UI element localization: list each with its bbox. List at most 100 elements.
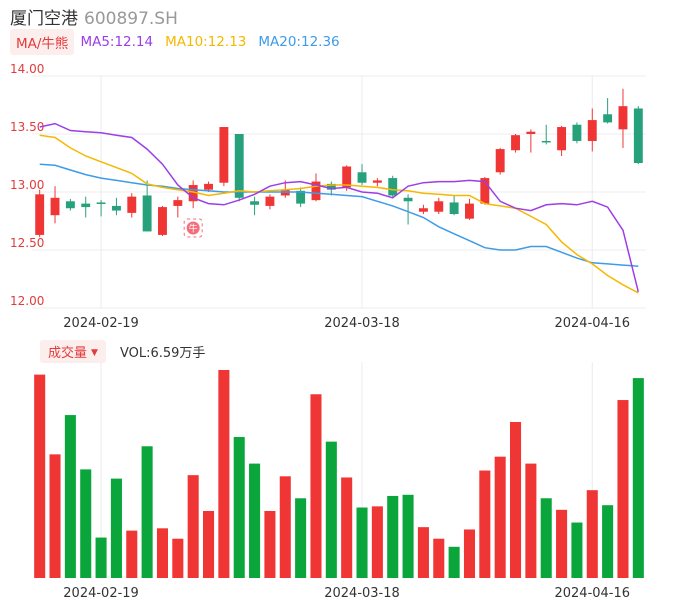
volume-bar <box>80 469 92 578</box>
candle-body <box>465 203 474 219</box>
candle-body <box>204 183 213 190</box>
volume-bar <box>371 506 383 578</box>
ma10-label: MA10:12.13 <box>165 34 247 50</box>
volume-bar <box>95 537 107 578</box>
volume-bar <box>525 463 537 578</box>
volume-bar <box>325 441 337 578</box>
candle-body <box>265 196 275 206</box>
ma-legend: MA/牛熊 MA5:12.14 MA10:12.13 MA20:12.36 <box>10 29 352 55</box>
volume-bar <box>233 437 245 578</box>
volume-bar <box>448 546 460 578</box>
candle-body <box>480 178 490 204</box>
y-tick-label: 13.50 <box>10 120 44 134</box>
candle-body <box>633 108 643 163</box>
candle-body <box>311 181 321 201</box>
candle-body <box>173 200 183 206</box>
x-tick-label: 2024-03-18 <box>324 316 400 331</box>
x-tick-label: 2024-04-16 <box>554 586 630 601</box>
candle-body <box>403 197 413 202</box>
volume-bar <box>509 422 522 578</box>
candle-body <box>511 135 520 151</box>
candle-body <box>618 106 628 130</box>
volume-bar <box>556 509 568 578</box>
candle-body <box>158 207 167 235</box>
volume-bar <box>279 476 291 578</box>
y-tick-label: 14.00 <box>10 62 44 76</box>
bull-badge-icon <box>186 221 200 235</box>
candle-body <box>188 185 198 202</box>
candle-body <box>603 114 613 123</box>
volume-bar <box>402 494 414 578</box>
volume-bar <box>341 477 353 578</box>
ma-indicator-button[interactable]: MA/牛熊 <box>10 29 75 55</box>
stock-code: 600897.SH <box>84 9 178 29</box>
bull-badge-frame <box>183 218 203 238</box>
candle-body <box>50 197 60 216</box>
candle-body <box>234 134 244 198</box>
y-tick-label: 12.50 <box>10 236 44 250</box>
volume-bar <box>494 456 506 578</box>
volume-bar <box>172 538 184 578</box>
x-tick-label: 2024-02-19 <box>63 586 139 601</box>
ma20-line <box>39 163 639 267</box>
volume-bar <box>202 510 215 578</box>
y-tick-label: 12.00 <box>10 294 44 308</box>
stock-title: 厦门空港 600897.SH <box>10 4 178 29</box>
volume-bar <box>463 529 476 578</box>
x-tick-label: 2024-03-18 <box>324 586 400 601</box>
candle-body <box>557 127 567 151</box>
volume-bar <box>264 510 276 578</box>
volume-bar <box>602 505 614 578</box>
volume-bar <box>187 475 199 578</box>
volume-bar <box>586 490 598 578</box>
candle-body <box>418 208 428 212</box>
candle-body <box>326 183 336 190</box>
candle-body <box>572 124 582 141</box>
ma20-label: MA20:12.36 <box>258 34 340 50</box>
volume-bar <box>141 446 153 578</box>
ma10-line <box>39 134 639 294</box>
candle-body <box>111 205 121 211</box>
x-tick-label: 2024-02-19 <box>63 316 139 331</box>
ma5-label: MA5:12.14 <box>80 34 154 50</box>
volume-bar <box>571 522 583 578</box>
candle-body <box>449 202 459 215</box>
candle-body <box>219 127 229 183</box>
volume-bar <box>617 400 629 578</box>
volume-bar <box>156 528 169 578</box>
volume-value: VOL:6.59万手 <box>119 345 206 361</box>
candle-body <box>495 149 505 173</box>
volume-indicator-label: 成交量 <box>48 345 88 361</box>
volume-indicator-button[interactable]: 成交量 ▼ <box>40 339 106 363</box>
candle-body <box>81 203 91 208</box>
volume-bar <box>249 463 261 578</box>
volume-bar <box>34 374 46 578</box>
volume-bar <box>218 370 230 578</box>
candle-body <box>388 178 398 196</box>
candle-body <box>96 202 106 204</box>
candle-body <box>372 180 382 183</box>
volume-bar <box>126 530 138 578</box>
candle-body <box>127 196 137 213</box>
candle-body <box>296 190 306 204</box>
y-tick-label: 13.00 <box>10 178 44 192</box>
volume-bar <box>110 478 122 578</box>
volume-bar <box>310 394 322 578</box>
candle-body <box>250 201 260 205</box>
candle-body <box>357 172 367 183</box>
volume-bar <box>479 470 491 578</box>
volume-bar <box>433 538 445 578</box>
candle-body <box>526 131 536 134</box>
volume-bar <box>387 495 399 578</box>
x-tick-label: 2024-04-16 <box>554 316 630 331</box>
candle-body <box>587 120 597 141</box>
volume-bar <box>295 498 307 578</box>
candle-body <box>142 195 152 232</box>
candle-body <box>65 201 75 209</box>
candle-body <box>434 201 444 212</box>
bull-badge-label: 牛 <box>189 223 198 235</box>
candle-body <box>35 194 45 235</box>
volume-bar <box>417 527 429 578</box>
volume-bar <box>540 498 552 578</box>
